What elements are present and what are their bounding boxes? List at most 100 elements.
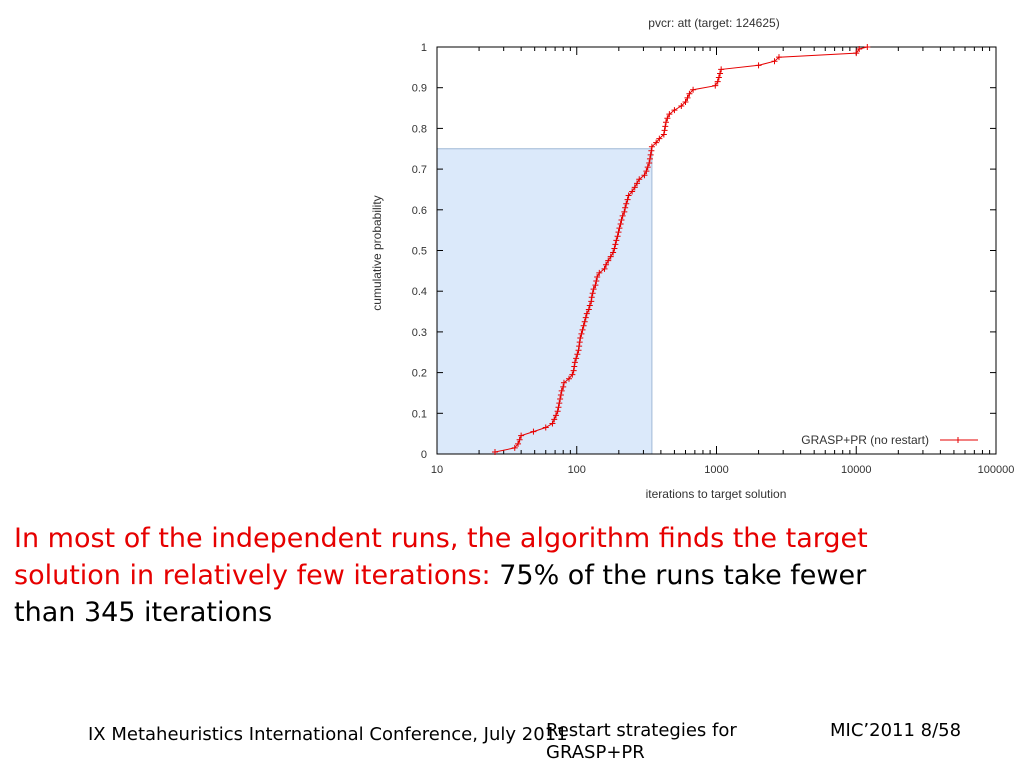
- data-point: [656, 135, 663, 142]
- data-point: [560, 379, 567, 386]
- data-point: [578, 330, 585, 337]
- data-point: [615, 229, 622, 236]
- data-point: [625, 192, 632, 199]
- data-point: [647, 151, 654, 158]
- data-point: [714, 78, 721, 85]
- chart-title: pvcr: att (target: 124625): [648, 16, 779, 30]
- y-tick-label: 0.9: [412, 83, 427, 95]
- y-tick-label: 0: [421, 449, 427, 461]
- data-point: [557, 391, 564, 398]
- data-point: [686, 90, 693, 97]
- y-tick-label: 0.4: [412, 286, 427, 298]
- y-tick-label: 0.5: [412, 246, 427, 258]
- data-point: [661, 127, 668, 134]
- data-point: [617, 221, 624, 228]
- data-point: [678, 103, 685, 110]
- y-tick-label: 0.1: [412, 408, 427, 420]
- data-point: [648, 143, 655, 150]
- data-point: [664, 115, 671, 122]
- x-tick-label: 10000: [841, 464, 872, 476]
- data-point: [660, 131, 667, 138]
- data-point: [557, 396, 564, 403]
- highlight-region-layer: [436, 148, 653, 455]
- data-point: [552, 412, 559, 419]
- data-point: [594, 273, 601, 280]
- data-point: [629, 188, 636, 195]
- data-point: [576, 343, 583, 350]
- data-point: [610, 249, 617, 256]
- highlight-region: [436, 148, 653, 455]
- data-point: [853, 50, 860, 57]
- data-point: [530, 428, 537, 435]
- data-point: [623, 200, 630, 207]
- footer-talk-title: Restart strategies for GRASP+PR: [546, 720, 737, 763]
- legend-label: GRASP+PR (no restart): [801, 433, 929, 447]
- x-tick-label: 100: [568, 464, 586, 476]
- caption: In most of the independent runs, the alg…: [14, 520, 894, 631]
- data-point: [641, 172, 648, 179]
- data-point: [611, 245, 618, 252]
- data-point: [715, 74, 722, 81]
- data-point: [755, 62, 762, 69]
- data-point: [585, 306, 592, 313]
- data-point: [515, 440, 522, 447]
- data-point: [551, 416, 558, 423]
- data-point: [554, 408, 561, 415]
- data-point: [775, 54, 782, 61]
- data-point: [589, 290, 596, 297]
- data-point: [646, 155, 653, 162]
- data-point: [614, 233, 621, 240]
- data-point: [579, 326, 586, 333]
- data-point: [613, 237, 620, 244]
- x-tick-label: 10: [431, 464, 443, 476]
- data-point: [586, 302, 593, 309]
- data-point: [717, 70, 724, 77]
- y-axis-label: cumulative probability: [370, 195, 384, 310]
- y-tick-label: 1: [421, 42, 427, 54]
- data-point: [653, 139, 660, 146]
- data-point: [556, 400, 563, 407]
- data-point: [571, 363, 578, 370]
- data-point: [712, 82, 719, 89]
- tick-layer: 0 0.1 0.2 0.3 0.4 0.5 0.6 0.7 0.8 0.9 1 10 100 1000 10…: [412, 42, 1015, 476]
- data-point: [636, 176, 643, 183]
- data-point: [618, 216, 625, 223]
- data-point: [682, 98, 689, 105]
- y-tick-label: 0.6: [412, 205, 427, 217]
- x-tick-label: 100000: [978, 464, 1015, 476]
- data-point: [569, 371, 576, 378]
- data-point: [671, 107, 678, 114]
- data-point: [560, 383, 567, 390]
- data-point: [558, 387, 565, 394]
- data-point: [624, 196, 631, 203]
- data-point: [619, 212, 626, 219]
- data-point: [582, 314, 589, 321]
- data-point: [590, 286, 597, 293]
- data-point: [491, 448, 498, 455]
- data-point: [571, 359, 578, 366]
- data-point: [603, 261, 610, 268]
- data-point: [856, 46, 863, 53]
- data-point: [555, 404, 562, 411]
- data-point: [565, 375, 572, 382]
- data-point: [607, 253, 614, 260]
- x-axis-label: iterations to target solution: [646, 487, 787, 500]
- data-point: [666, 111, 673, 118]
- data-point: [592, 282, 599, 289]
- data-point: [570, 367, 577, 374]
- data-point: [574, 351, 581, 358]
- data-point: [621, 208, 628, 215]
- footer-page-number: MIC’2011 8/58: [830, 720, 962, 741]
- footer-conference: IX Metaheuristics International Conferen…: [88, 724, 568, 745]
- caption-text: 75% of the runs take fewer than 345 iter…: [14, 560, 867, 628]
- data-point: [577, 335, 584, 342]
- data-point: [648, 147, 655, 154]
- legend: GRASP+PR (no restart): [801, 433, 978, 447]
- data-point: [646, 159, 653, 166]
- data-point: [581, 318, 588, 325]
- data-point: [631, 184, 638, 191]
- y-tick-label: 0.8: [412, 123, 427, 135]
- y-tick-label: 0.7: [412, 164, 427, 176]
- series-layer: [491, 44, 871, 455]
- data-point: [662, 123, 669, 130]
